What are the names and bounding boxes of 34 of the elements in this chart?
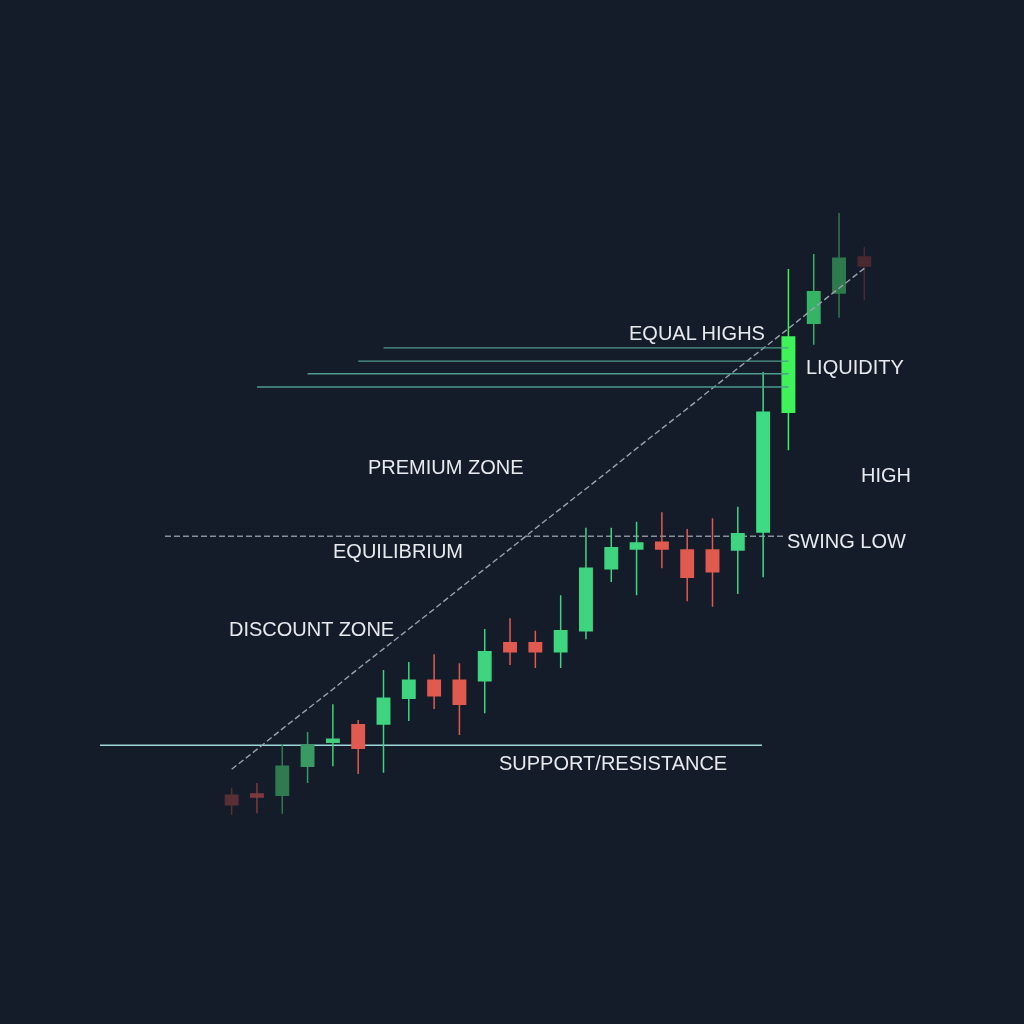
ref-line-label: EQUILIBRIUM (333, 540, 464, 562)
candlestick (300, 731, 315, 784)
candlestick (832, 213, 846, 319)
annotation: HIGH (861, 464, 911, 486)
candlestick (629, 521, 644, 597)
candlestick (730, 506, 745, 595)
annotation: EQUAL HIGHS (629, 322, 765, 344)
candlestick (528, 630, 543, 669)
candlestick (680, 528, 695, 603)
candlestick (857, 245, 872, 302)
candlestick (705, 517, 720, 608)
candlestick (477, 628, 492, 715)
candlestick (250, 782, 264, 814)
annotation: SWING LOW (787, 530, 907, 552)
annotation: DISCOUNT ZONE (229, 618, 395, 640)
ref-line-label: SUPPORT/RESISTANCE (499, 752, 728, 774)
candlestick (604, 527, 619, 583)
candlestick (553, 594, 568, 669)
candlestick (351, 719, 366, 775)
candlestick (401, 661, 416, 722)
candlestick (427, 653, 442, 710)
candlestick (452, 662, 467, 736)
candlestick (275, 743, 290, 815)
annotation: LIQUIDITY (806, 356, 904, 378)
candlestick (654, 511, 669, 569)
annotation: PREMIUM ZONE (368, 456, 524, 478)
candlestick (503, 617, 517, 666)
candlestick (579, 527, 593, 640)
candlestick (325, 703, 340, 767)
candlestick (376, 669, 391, 774)
candlestick (756, 371, 771, 578)
candlestick (806, 253, 821, 346)
candlestick (781, 268, 796, 451)
candlestick (224, 787, 239, 815)
